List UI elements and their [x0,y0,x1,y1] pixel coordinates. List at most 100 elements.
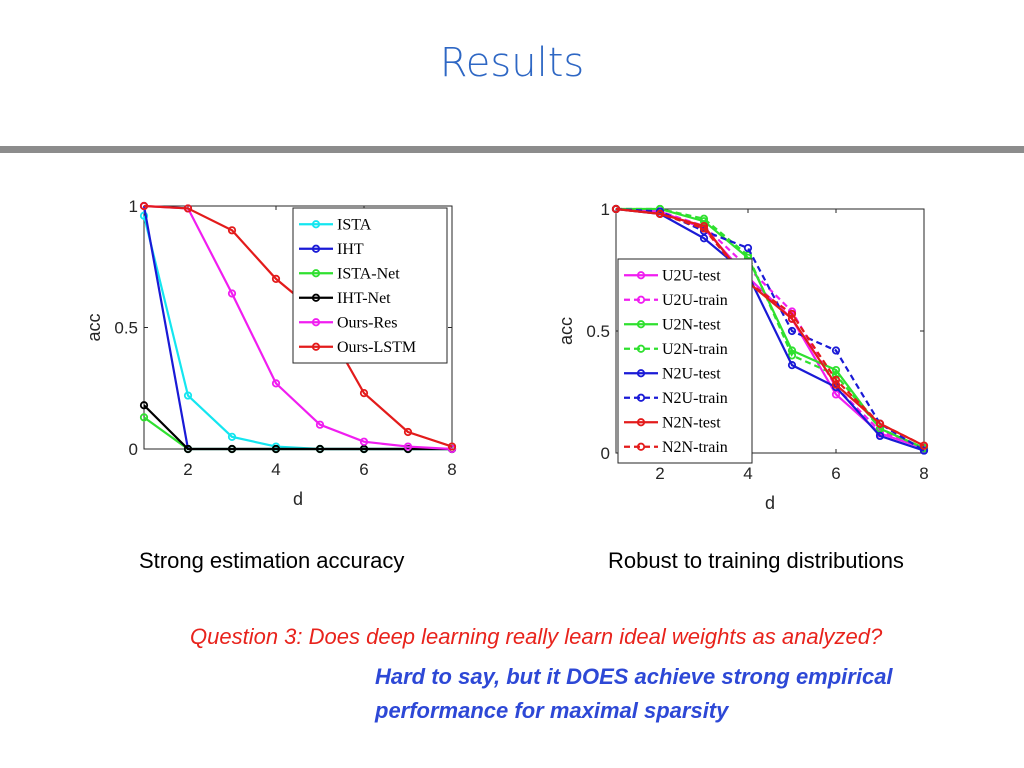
legend-label-iht-net: IHT-Net [337,290,391,307]
data-point-ista [139,211,149,220]
series-line-n2n-train [615,207,925,447]
data-point-ours-res [359,437,369,446]
data-point-ours-lstm [403,427,413,437]
legend-label-u2u-train: U2U-train [662,292,728,309]
accuracy-chart-methods: 2 4 6 8 0 0.5 1 d acc ISTA IHT ISTA-Net IHT-Net Ours-… [84,197,457,509]
data-point-iht-net [139,401,149,410]
legend-label-n2n-test: N2N-test [662,414,721,431]
slide-title: Results [439,40,585,86]
data-point-ours-lstm [139,201,149,211]
series-line-ours-res [143,204,453,451]
caption-left: Strong estimation accuracy [139,548,405,573]
series-line-n2u-test [615,207,925,452]
data-point-ours-lstm [227,226,237,235]
data-point-n2n-train [875,419,885,428]
y-tick-label: 1 [129,197,138,216]
title-divider [0,146,1024,153]
legend-marker-u2u-test [636,271,646,280]
legend-label-iht: IHT [337,241,364,258]
x-tick-label: 2 [183,460,192,479]
y-tick-label: 0 [129,440,138,459]
series-line-n2u-train [615,207,925,452]
data-point-n2u-train [919,446,929,455]
data-point-ours-lstm [359,389,369,398]
x-tick-label: 2 [655,464,664,483]
data-point-ista [227,432,237,441]
data-point-n2u-test [875,431,885,441]
legend-label-ista-net: ISTA-Net [337,265,400,282]
y-tick-label: 0.5 [586,322,610,341]
legend-label-ista: ISTA [337,216,372,233]
data-point-n2u-train [743,243,753,253]
legend-marker-ista [311,220,321,229]
caption-right: Robust to training distributions [608,548,904,573]
data-point-n2u-test [787,361,797,370]
x-tick-label: 6 [359,460,368,479]
x-axis-label: d [293,489,303,509]
x-tick-label: 8 [447,460,456,479]
data-point-iht-net [183,444,193,454]
x-tick-label: 4 [743,464,752,483]
data-point-n2u-train [787,326,797,336]
data-point-u2n-train [875,424,885,433]
legend-marker-n2n-test [636,418,646,427]
data-point-ours-res [315,420,325,429]
data-point-ours-res [227,289,237,298]
legend-marker-u2u-train [636,295,646,304]
data-point-n2n-train [655,209,665,218]
legend-label-n2u-train: N2U-train [662,390,728,407]
legend-label-n2u-test: N2U-test [662,365,721,382]
y-tick-label: 0 [601,444,610,463]
series-line-u2n-train [616,207,925,450]
data-point-n2n-train [611,204,621,214]
question-text: Question 3: Does deep learning really le… [190,624,883,649]
legend-box [292,207,448,364]
data-point-ours-lstm [271,274,281,284]
legend-label-ours-res: Ours-Res [337,314,397,331]
answer-text: Hard to say, but it DOES achieve strong … [375,664,893,723]
accuracy-chart-distributions: 2 4 6 8 0 0.5 1 d acc U2U-test U2U-train U2N-test U2… [556,200,929,513]
x-tick-label: 8 [919,464,928,483]
legend-marker-ista-net [311,269,321,278]
data-point-n2n-train [699,224,709,233]
y-tick-label: 1 [601,200,610,219]
legend-label-n2n-train: N2N-train [662,439,728,456]
data-point-ours-res [403,442,413,451]
x-axis-label: d [765,493,775,513]
legend-label-u2n-train: U2N-train [662,341,728,358]
data-point-ours-res [271,379,281,388]
data-point-n2n-train [919,441,929,450]
legend-marker-iht-net [311,293,321,302]
legend-box [617,258,753,464]
x-tick-label: 4 [271,460,280,479]
data-point-u2n-train [699,214,709,223]
legend-marker-n2u-train [636,393,646,402]
data-point-u2n-test [831,365,841,375]
legend-marker-ours-res [311,318,321,327]
data-point-n2u-test [699,234,709,243]
legend-label-u2u-test: U2U-test [662,267,721,284]
data-point-n2n-train [787,309,797,319]
legend-marker-ours-lstm [311,342,321,351]
legend-marker-n2n-train [636,442,646,451]
data-point-iht-net [227,444,237,454]
legend-marker-u2n-train [636,344,646,353]
legend-marker-u2n-test [636,320,646,329]
y-tick-label: 0.5 [114,319,138,338]
y-axis-label: acc [556,317,576,345]
data-point-ours-lstm [183,204,193,213]
legend-label-ours-lstm: Ours-LSTM [337,339,416,356]
x-tick-label: 6 [831,464,840,483]
legend-marker-iht [311,244,321,253]
data-point-u2n-train [787,351,797,360]
data-point-n2u-train [831,346,841,355]
data-point-ista [183,391,193,400]
legend-marker-n2u-test [636,369,646,378]
y-axis-label: acc [84,313,104,341]
data-point-n2n-test [831,380,841,389]
legend-label-u2n-test: U2N-test [662,316,721,333]
data-point-ista-net [139,413,149,422]
data-point-iht-net [315,444,325,454]
data-point-ours-lstm [447,442,457,451]
data-point-n2n-train [831,375,841,384]
